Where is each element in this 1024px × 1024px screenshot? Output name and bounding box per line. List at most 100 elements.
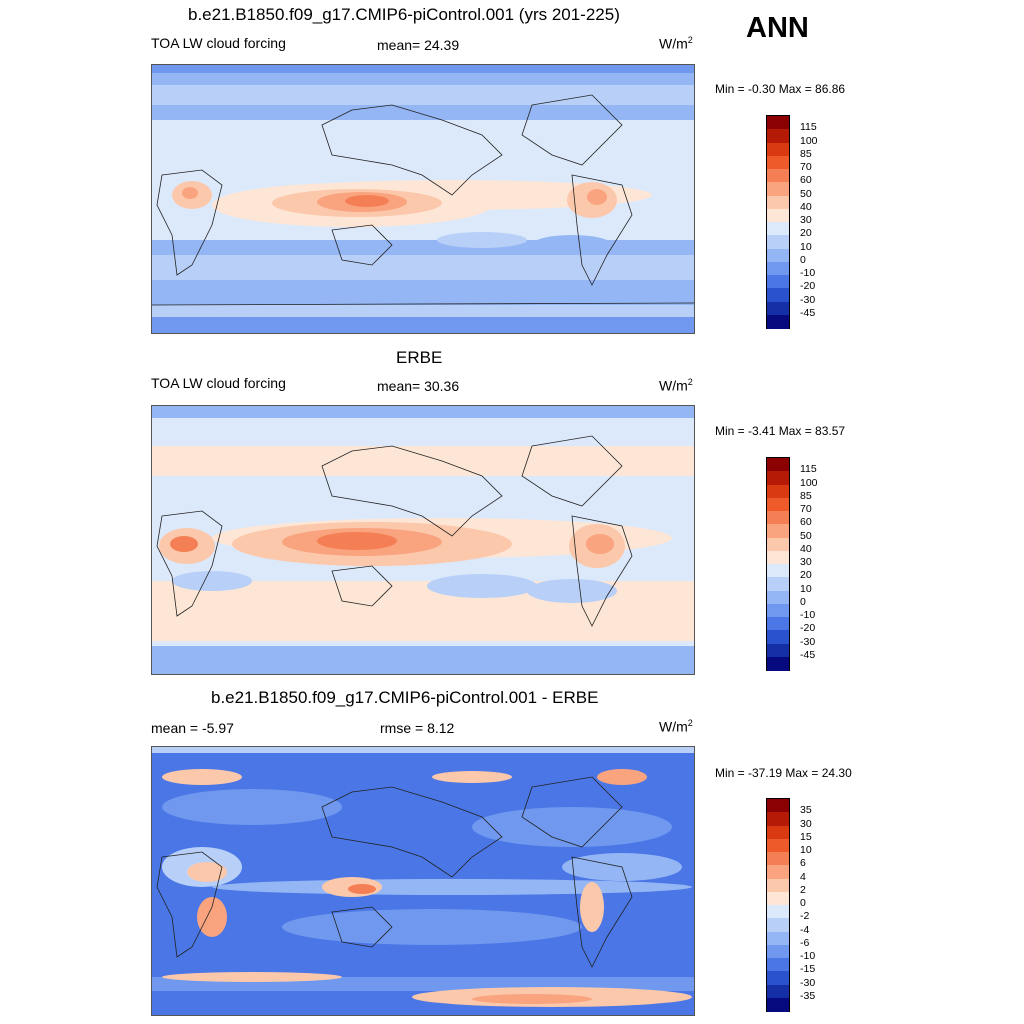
- colorbar-tick-label: 30: [800, 817, 812, 830]
- panel1-minmax: Min = -0.30 Max = 86.86: [715, 82, 846, 96]
- colorbar-tick-label: -15: [800, 963, 816, 976]
- coast-africa: [156, 169, 223, 276]
- colorbar-tick-label: 0: [800, 897, 806, 909]
- season-label: ANN: [746, 12, 809, 44]
- colorbar-swatch: [767, 958, 789, 972]
- coast-south-america: [571, 856, 633, 968]
- colorbar-swatch: [767, 617, 789, 631]
- diff-region-3: [282, 909, 582, 945]
- units-exp: 2: [687, 35, 693, 45]
- colorbar-tick-label: 50: [800, 529, 812, 542]
- midlat-band-south: [152, 255, 694, 280]
- colorbar-swatch: [767, 984, 789, 999]
- coast-antarctica: [152, 302, 694, 306]
- colorbar-swatch: [767, 484, 789, 499]
- colorbar-swatch: [767, 603, 789, 618]
- warm-pool-core: [345, 195, 389, 207]
- colorbar-tick-label: 85: [800, 489, 812, 502]
- colorbar-swatch: [767, 825, 789, 840]
- colorbar-tick-label: -45: [800, 306, 816, 319]
- colorbar-tick-label: 20: [800, 227, 812, 240]
- coast-asia: [321, 786, 503, 878]
- colorbar-tick-label: -10: [800, 609, 816, 621]
- coast-south-america: [571, 174, 633, 286]
- colorbar-swatch: [767, 799, 789, 813]
- colorbar-tick-label: 10: [800, 844, 812, 856]
- colorbar-swatch: [767, 852, 789, 866]
- panel3-map: [151, 746, 695, 1016]
- colorbar-swatch: [767, 878, 789, 893]
- colorbar-swatch: [767, 564, 789, 578]
- colorbar-tick-label: -30: [800, 635, 816, 648]
- colorbar-tick-label: -20: [800, 622, 816, 635]
- colorbar-swatch: [767, 235, 789, 249]
- amazon-core: [586, 534, 614, 554]
- colorbar-tick-label: 20: [800, 569, 812, 582]
- colorbar-swatch: [767, 314, 789, 329]
- colorbar-tick-label: 100: [800, 476, 818, 489]
- colorbar-tick-label: 30: [800, 556, 812, 568]
- colorbar-swatch: [767, 931, 789, 946]
- coast-africa: [156, 851, 223, 958]
- coast-australia: [331, 565, 393, 607]
- colorbar-swatch: [767, 590, 789, 605]
- panel1-units: W/m2: [659, 35, 693, 52]
- panel3-minmax: Min = -37.19 Max = 24.30: [715, 766, 852, 780]
- coast-north-america: [521, 94, 623, 166]
- diff-region-4: [212, 879, 692, 895]
- colorbar-tick-label: 10: [800, 582, 812, 595]
- panel3-map-svg: [152, 747, 694, 1015]
- midlat-band-north: [152, 446, 694, 476]
- units-base: W/m: [659, 35, 688, 52]
- diff-region-1: [162, 789, 342, 825]
- colorbar-tick-label: 60: [800, 516, 812, 529]
- coast-asia: [321, 104, 503, 196]
- panel2-title: ERBE: [396, 348, 443, 367]
- colorbar-swatch: [767, 497, 789, 512]
- colorbar-tick-label: -4: [800, 923, 810, 936]
- panel1-title: b.e21.B1850.f09_g17.CMIP6-piControl.001 …: [188, 5, 620, 24]
- colorbar-tick-label: 4: [800, 870, 806, 883]
- colorbar-tick-label: 0: [800, 595, 806, 608]
- africa-south-pos: [197, 897, 227, 937]
- coast-australia: [331, 906, 393, 948]
- colorbar-swatch: [767, 288, 789, 302]
- panel1-variable-label: TOA LW cloud forcing: [151, 35, 286, 51]
- maritime-core: [348, 884, 376, 894]
- panel2-mean-label: mean= 30.36: [377, 378, 460, 394]
- panel2-minmax: Min = -3.41 Max = 83.57: [715, 424, 846, 438]
- units-base: W/m: [659, 718, 688, 735]
- colorbar-swatch: [767, 261, 789, 276]
- colorbar-tick-label: 70: [800, 503, 812, 515]
- colorbar-swatch: [767, 643, 789, 658]
- colorbar-tick-label: -6: [800, 936, 810, 949]
- coast-south-america: [571, 515, 633, 627]
- colorbar-tick-label: 10: [800, 240, 812, 253]
- antarctic-band: [152, 317, 694, 333]
- subtropic-dry-1: [427, 574, 537, 598]
- colorbar-tick-label: 115: [800, 463, 817, 476]
- arctic-pos-1: [162, 769, 242, 785]
- colorbar-swatch: [767, 656, 789, 671]
- subtropic-dry-2: [527, 579, 617, 603]
- colorbar-swatch: [767, 155, 789, 170]
- panel2-colorbar: [766, 457, 790, 671]
- amazon-core: [587, 189, 607, 205]
- colorbar-tick-label: 0: [800, 253, 806, 266]
- colorbar-swatch: [767, 169, 789, 183]
- subtropic-dry-3: [172, 571, 252, 591]
- subtropic-dry-1: [437, 232, 527, 248]
- africa-pos: [187, 862, 227, 882]
- colorbar-tick-label: 15: [800, 830, 812, 843]
- colorbar-tick-label: 70: [800, 161, 812, 173]
- panel1-map-svg: [152, 65, 694, 333]
- colorbar-tick-label: -20: [800, 280, 816, 293]
- arctic-band: [152, 65, 694, 73]
- panel2-map-svg: [152, 406, 694, 674]
- coast-north-america: [521, 435, 623, 507]
- colorbar-swatch: [767, 971, 789, 985]
- panel1-map: [151, 64, 695, 334]
- units-base: W/m: [659, 377, 688, 394]
- colorbar-tick-label: 60: [800, 174, 812, 187]
- colorbar-tick-label: -35: [800, 989, 816, 1002]
